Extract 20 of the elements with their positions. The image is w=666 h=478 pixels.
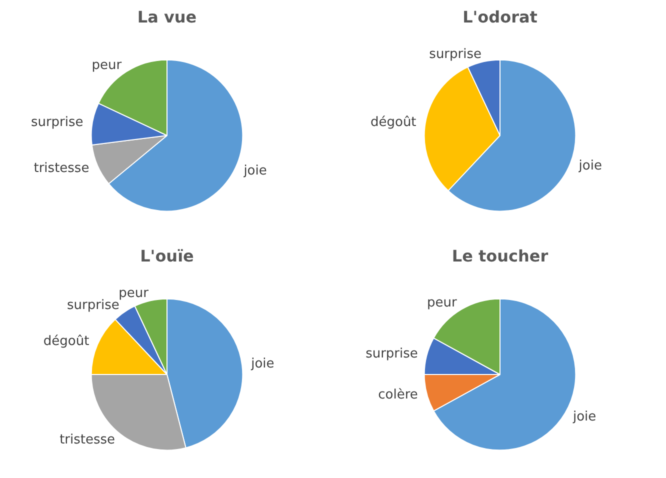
slice-label: joie <box>242 163 267 178</box>
slice-label: peur <box>92 58 122 73</box>
slice-label: peur <box>427 295 458 310</box>
chart-title: Le toucher <box>452 246 548 266</box>
chart-title: L'ouïe <box>140 246 194 266</box>
slice-label: tristesse <box>34 161 90 176</box>
slice-label: surprise <box>30 114 84 130</box>
chart-title: La vue <box>137 8 197 26</box>
slice-label: tristesse <box>60 432 116 448</box>
slice-label: dégoût <box>43 334 90 349</box>
slice-label: colère <box>378 388 418 403</box>
slice-label: joie <box>572 409 596 424</box>
slice-label: joie <box>250 356 274 372</box>
slice-label: joie <box>578 158 602 174</box>
chart-title: L'odorat <box>462 8 538 26</box>
slice-label: dégoût <box>370 114 416 130</box>
slice-label: peur <box>118 286 150 301</box>
slice-label: surprise <box>366 346 418 362</box>
slice-label: surprise <box>67 298 120 314</box>
slice-label: surprise <box>429 46 482 62</box>
